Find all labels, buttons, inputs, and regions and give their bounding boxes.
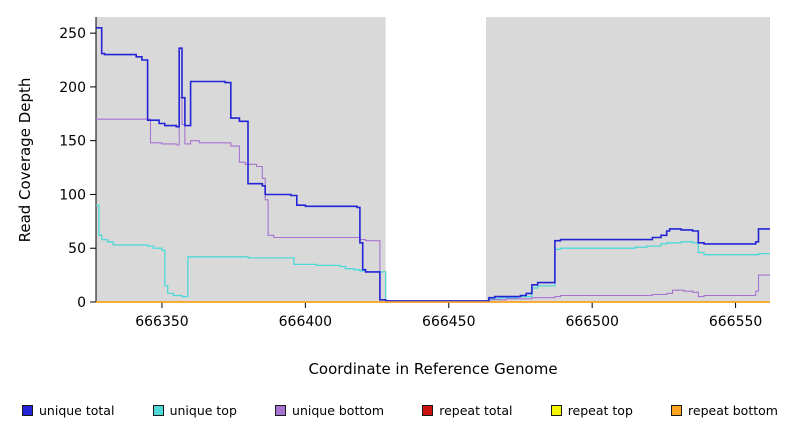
legend-item-label: unique bottom (292, 402, 385, 418)
series-unique-total (96, 27, 770, 302)
legend-swatch (152, 404, 164, 416)
legend-item-label: repeat bottom (688, 402, 778, 418)
y-axis-title: Read Coverage Depth (16, 78, 34, 243)
x-tick-label: 666450 (422, 314, 475, 330)
y-tick-label: 200 (59, 80, 86, 96)
x-tick-label: 666550 (709, 314, 762, 330)
masked-region (385, 17, 487, 302)
panel-layer (96, 17, 770, 302)
legend-item-label: unique total (39, 402, 115, 418)
y-tick-label: 0 (77, 295, 86, 311)
legend-item: repeat total (422, 402, 513, 418)
legend-swatch (22, 404, 33, 416)
legend-swatch (550, 404, 562, 416)
legend-swatch (275, 404, 287, 416)
legend-swatch (671, 404, 683, 416)
legend-swatch (422, 404, 434, 416)
x-axis-title: Coordinate in Reference Genome (308, 360, 557, 378)
series-layer (96, 27, 770, 303)
legend-item-label: unique top (169, 402, 237, 418)
legend: unique total unique top unique bottom repea… (22, 398, 778, 422)
x-tick-label: 666350 (135, 314, 188, 330)
legend-item: unique top (152, 402, 237, 418)
y-tick-label: 250 (59, 26, 86, 42)
legend-item: unique total (22, 403, 114, 418)
legend-item: repeat top (550, 402, 633, 418)
legend-item: unique bottom (275, 403, 384, 418)
x-tick-label: 666500 (565, 314, 618, 330)
y-tick-label: 50 (68, 241, 86, 257)
legend-item-label: repeat total (439, 402, 513, 418)
legend-item-label: repeat top (567, 402, 633, 418)
series-unique-top (96, 204, 770, 303)
y-tick-label: 100 (59, 187, 86, 203)
x-tick-label: 666400 (279, 314, 332, 330)
series-unique-bottom (96, 97, 770, 302)
legend-item: repeat bottom (671, 403, 778, 418)
y-tick-label: 150 (59, 134, 86, 150)
